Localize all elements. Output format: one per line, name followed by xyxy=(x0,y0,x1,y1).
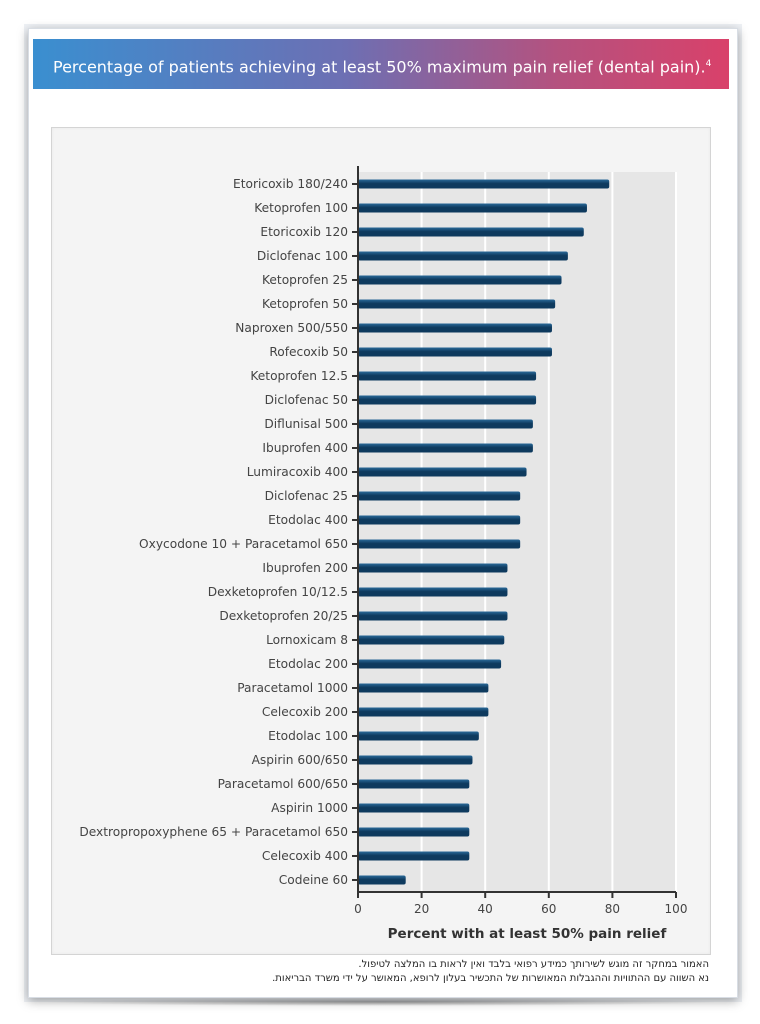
bar xyxy=(358,875,406,885)
category-label: Etodolac 200 xyxy=(268,657,348,671)
category-label: Etodolac 100 xyxy=(268,729,348,743)
bar xyxy=(358,515,521,525)
bar xyxy=(358,275,562,285)
bar xyxy=(358,779,470,789)
bar xyxy=(358,611,508,621)
category-label: Aspirin 600/650 xyxy=(252,753,348,767)
bar-chart: Etoricoxib 180/240 Ketoprofen 100 Etoricox… xyxy=(79,166,688,942)
category-label: Paracetamol 600/650 xyxy=(218,777,348,791)
bar xyxy=(358,299,556,309)
chart-panel: Etoricoxib 180/240 Ketoprofen 100 Etoricox… xyxy=(51,127,711,955)
category-label: Naproxen 500/550 xyxy=(235,321,348,335)
bar xyxy=(358,707,489,717)
chart-title-banner: Percentage of patients achieving at leas… xyxy=(33,39,729,89)
x-tick-label: 0 xyxy=(354,902,362,916)
category-label: Dexketoprofen 10/12.5 xyxy=(208,585,348,599)
plot-background xyxy=(358,172,676,892)
bar xyxy=(358,395,537,405)
bar xyxy=(358,539,521,549)
category-label: Rofecoxib 50 xyxy=(269,345,348,359)
bar xyxy=(358,251,568,261)
category-label: Ibuprofen 200 xyxy=(262,561,348,575)
category-label: Ketoprofen 100 xyxy=(254,201,348,215)
category-label: Oxycodone 10 + Paracetamol 650 xyxy=(139,537,348,551)
category-label: Ibuprofen 400 xyxy=(262,441,348,455)
bar xyxy=(358,731,479,741)
bar xyxy=(358,563,508,573)
x-tick-label: 60 xyxy=(541,902,556,916)
bar xyxy=(358,227,584,237)
x-tick-label: 100 xyxy=(665,902,688,916)
disclaimer-line-2: נא השווה עם ההתוויות וההגבלות המאושרות ש… xyxy=(272,973,709,984)
bar xyxy=(358,635,505,645)
bar xyxy=(358,347,552,357)
chart-card: Percentage of patients achieving at leas… xyxy=(28,28,738,998)
bar xyxy=(358,683,489,693)
bar xyxy=(358,179,610,189)
category-label: Paracetamol 1000 xyxy=(237,681,348,695)
x-tick-label: 40 xyxy=(478,902,493,916)
category-label: Diclofenac 100 xyxy=(257,249,348,263)
category-label: Etoricoxib 120 xyxy=(260,225,348,239)
category-label: Diclofenac 50 xyxy=(265,393,348,407)
bar xyxy=(358,587,508,597)
category-label: Ketoprofen 12.5 xyxy=(250,369,348,383)
disclaimer: האמור במחקר זה מוגש לשירותך כמידע רפואי … xyxy=(51,958,709,986)
x-tick-label: 80 xyxy=(605,902,620,916)
category-label: Dextropropoxyphene 65 + Paracetamol 650 xyxy=(79,825,348,839)
category-label: Etoricoxib 180/240 xyxy=(233,177,348,191)
category-label: Codeine 60 xyxy=(279,873,348,887)
disclaimer-line-1: האמור במחקר זה מוגש לשירותך כמידע רפואי … xyxy=(358,959,709,970)
category-label: Lumiracoxib 400 xyxy=(247,465,348,479)
category-label: Diflunisal 500 xyxy=(264,417,348,431)
bar xyxy=(358,323,552,333)
bar xyxy=(358,443,533,453)
bar xyxy=(358,467,527,477)
bar xyxy=(358,371,537,381)
category-label: Celecoxib 400 xyxy=(262,849,348,863)
reference-number: 4 xyxy=(705,59,712,69)
category-label: Aspirin 1000 xyxy=(271,801,348,815)
bar xyxy=(358,827,470,837)
category-label: Ketoprofen 25 xyxy=(262,273,348,287)
category-label: Etodolac 400 xyxy=(268,513,348,527)
bar xyxy=(358,755,473,765)
x-tick-label: 20 xyxy=(414,902,429,916)
bar xyxy=(358,203,587,213)
card-shadow xyxy=(36,998,726,1006)
bar xyxy=(358,419,533,429)
category-label: Celecoxib 200 xyxy=(262,705,348,719)
chart-title: Percentage of patients achieving at leas… xyxy=(53,57,706,77)
bar xyxy=(358,659,502,669)
bar xyxy=(358,491,521,501)
x-axis-label: Percent with at least 50% pain relief xyxy=(388,926,667,942)
bar xyxy=(358,803,470,813)
category-label: Diclofenac 25 xyxy=(265,489,348,503)
category-label: Lornoxicam 8 xyxy=(266,633,348,647)
category-label: Ketoprofen 50 xyxy=(262,297,348,311)
category-label: Dexketoprofen 20/25 xyxy=(219,609,348,623)
bar xyxy=(358,851,470,861)
